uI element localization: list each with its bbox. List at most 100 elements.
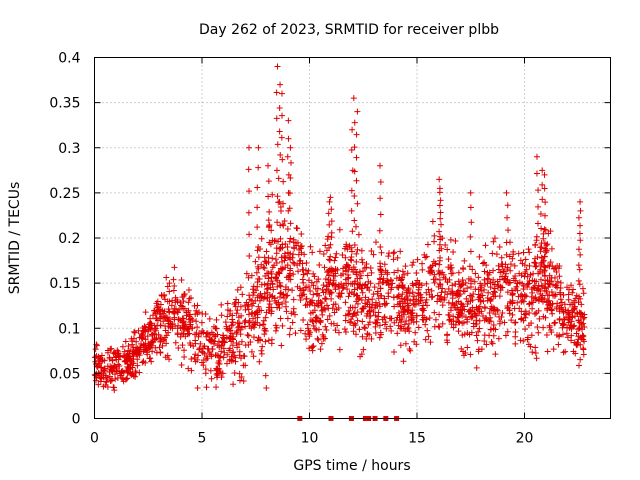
data-point (193, 318, 200, 325)
data-point (281, 250, 288, 257)
data-point (248, 272, 255, 279)
data-point (166, 356, 173, 363)
data-point (265, 178, 272, 185)
data-point (171, 264, 178, 271)
x-tick-label: 20 (516, 431, 534, 447)
data-point (352, 331, 359, 338)
data-point (475, 328, 482, 335)
data-point (254, 283, 261, 290)
data-point (287, 235, 294, 242)
data-point (485, 289, 492, 296)
data-point (170, 308, 177, 315)
data-point (170, 276, 177, 283)
data-point (278, 208, 285, 215)
data-point (438, 245, 445, 252)
data-point (534, 220, 541, 227)
data-point (422, 321, 429, 328)
data-point (151, 326, 158, 333)
data-point (185, 365, 192, 372)
data-point (436, 202, 443, 209)
data-point (467, 248, 474, 255)
data-point (305, 267, 312, 274)
data-point (289, 287, 296, 294)
data-point (405, 320, 412, 327)
data-point (414, 256, 421, 263)
data-point (377, 292, 384, 299)
data-point (447, 236, 454, 243)
data-point (469, 313, 476, 320)
data-point (555, 265, 562, 272)
data-point (100, 374, 107, 381)
data-point (552, 283, 559, 290)
data-point (469, 297, 476, 304)
data-point (481, 276, 488, 283)
data-point (533, 237, 540, 244)
data-point (157, 338, 164, 345)
data-point (216, 344, 223, 351)
data-point (204, 345, 211, 352)
data-point (198, 359, 205, 366)
data-point (473, 364, 480, 371)
data-point (502, 332, 509, 339)
data-point (122, 376, 129, 383)
data-points (91, 63, 588, 394)
data-point (255, 254, 262, 261)
data-point (227, 336, 234, 343)
data-point (557, 284, 564, 291)
data-point (372, 312, 379, 319)
data-point (218, 312, 225, 319)
data-point (274, 304, 281, 311)
data-point (186, 295, 193, 302)
data-point (283, 308, 290, 315)
data-point (376, 303, 383, 310)
data-point (290, 251, 297, 258)
data-point (284, 262, 291, 269)
data-point (149, 312, 156, 319)
data-point (236, 320, 243, 327)
data-point (287, 174, 294, 181)
data-point (547, 259, 554, 266)
data-point (237, 284, 244, 291)
data-point (406, 290, 413, 297)
data-point (101, 367, 108, 374)
data-point (246, 292, 253, 299)
data-point (242, 306, 249, 313)
data-point (486, 309, 493, 316)
data-point (411, 338, 418, 345)
data-point (322, 295, 329, 302)
data-point (508, 287, 515, 294)
data-point (118, 368, 125, 375)
data-point (307, 316, 314, 323)
data-point (564, 334, 571, 341)
data-point (97, 356, 104, 363)
data-point (481, 332, 488, 339)
data-point (446, 317, 453, 324)
data-point (550, 292, 557, 299)
data-point (354, 285, 361, 292)
data-point (246, 144, 253, 151)
data-point (566, 286, 573, 293)
data-point (426, 314, 433, 321)
data-point (255, 275, 262, 282)
data-point (255, 244, 262, 251)
data-point (345, 275, 352, 282)
data-point (192, 340, 199, 347)
data-point (546, 322, 553, 329)
data-point (544, 292, 551, 299)
data-point (319, 311, 326, 318)
data-point (287, 159, 294, 166)
data-point (195, 352, 202, 359)
data-point (135, 327, 142, 334)
data-point (285, 276, 292, 283)
data-point (366, 319, 373, 326)
data-point (393, 275, 400, 282)
data-point (278, 90, 285, 97)
data-point (557, 296, 564, 303)
data-point (193, 307, 200, 314)
data-point (535, 295, 542, 302)
data-point (497, 283, 504, 290)
data-point (263, 309, 270, 316)
data-point (529, 289, 536, 296)
data-point (400, 309, 407, 316)
data-point (558, 304, 565, 311)
